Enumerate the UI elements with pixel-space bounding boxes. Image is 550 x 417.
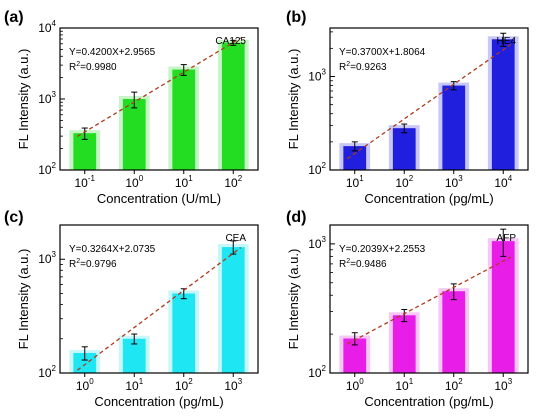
r-squared: R2=0.9263 <box>339 61 387 73</box>
x-tick-label: 101 <box>125 377 143 393</box>
x-axis-label: Concentration (pg/mL) <box>364 394 493 409</box>
x-axis-label: Concentration (U/mL) <box>97 191 221 206</box>
x-tick-label: 101 <box>395 377 413 393</box>
bar <box>491 39 515 171</box>
x-tick-label: 101 <box>346 174 364 190</box>
fit-line <box>76 37 242 137</box>
panel-label: (d) <box>286 209 306 226</box>
y-axis-label: FL Intensity (a.u.) <box>286 49 301 150</box>
bar <box>73 352 97 373</box>
x-tick-label: 102 <box>395 174 413 190</box>
plot-frame <box>329 27 529 171</box>
bar <box>73 133 97 170</box>
fit-line <box>347 256 511 345</box>
y-tick-label: 102 <box>308 364 326 380</box>
bar <box>221 42 245 170</box>
bar <box>343 338 367 373</box>
y-tick-label: 102 <box>38 161 56 177</box>
fit-equation: Y=0.3264X+2.0735 <box>69 244 156 255</box>
panel-label: (a) <box>4 9 24 26</box>
bar <box>221 247 245 373</box>
y-axis-label: FL Intensity (a.u.) <box>286 249 301 350</box>
bar <box>122 99 146 170</box>
x-tick-label: 10-1 <box>75 174 96 190</box>
panel-label: (c) <box>4 209 24 226</box>
plot-frame <box>329 224 529 374</box>
x-tick-label: 103 <box>224 377 242 393</box>
y-tick-label: 103 <box>38 90 56 106</box>
x-tick-label: 102 <box>445 377 463 393</box>
x-axis-label: Concentration (pg/mL) <box>94 394 223 409</box>
bar <box>172 293 196 373</box>
y-axis-label: FL Intensity (a.u.) <box>16 249 31 350</box>
y-tick-label: 102 <box>38 364 56 380</box>
x-tick-label: 100 <box>125 174 143 190</box>
fit-equation: Y=0.3700X+1.8064 <box>339 47 426 58</box>
x-tick-label: 103 <box>445 174 463 190</box>
y-tick-label: 103 <box>38 250 56 266</box>
x-tick-label: 100 <box>346 377 364 393</box>
bar <box>392 128 416 170</box>
marker-label: CEA <box>225 233 246 244</box>
fit-equation: Y=0.2039X+2.2553 <box>339 244 426 255</box>
r-squared: R2=0.9486 <box>339 258 387 270</box>
bar <box>343 146 367 170</box>
fit-equation: Y=0.4200X+2.9565 <box>69 47 156 58</box>
y-tick-label: 104 <box>38 19 56 35</box>
fit-line <box>346 43 512 160</box>
bar <box>442 85 466 170</box>
y-tick-label: 103 <box>308 235 326 251</box>
plot-frame <box>59 224 259 374</box>
bar <box>442 291 466 373</box>
x-tick-label: 102 <box>224 174 242 190</box>
bar <box>122 338 146 373</box>
x-tick-label: 103 <box>494 377 512 393</box>
x-tick-label: 101 <box>175 174 193 190</box>
marker-label: HE4 <box>497 36 517 47</box>
bar <box>392 315 416 373</box>
x-tick-label: 102 <box>175 377 193 393</box>
y-axis-label: FL Intensity (a.u.) <box>16 49 31 150</box>
bar <box>491 241 515 373</box>
x-tick-label: 104 <box>494 174 512 190</box>
x-tick-label: 100 <box>76 377 94 393</box>
bar <box>172 69 196 170</box>
x-axis-label: Concentration (pg/mL) <box>364 191 493 206</box>
fit-line <box>76 247 242 371</box>
y-tick-label: 103 <box>308 67 326 83</box>
marker-label: CA125 <box>215 36 246 47</box>
r-squared: R2=0.9980 <box>69 61 117 73</box>
marker-label: AFP <box>497 233 517 244</box>
r-squared: R2=0.9796 <box>69 258 117 270</box>
y-tick-label: 102 <box>308 161 326 177</box>
panel-label: (b) <box>286 9 306 26</box>
